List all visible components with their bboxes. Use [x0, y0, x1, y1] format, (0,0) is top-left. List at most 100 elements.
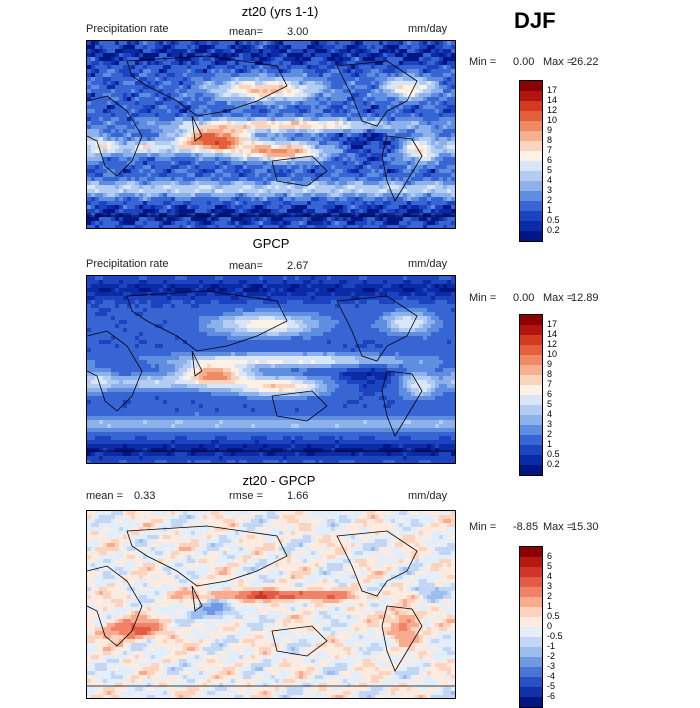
- colorbar-swatch: [520, 385, 542, 395]
- panel-3-min-label: Min =: [469, 521, 497, 533]
- colorbar-tick-label: 9: [547, 359, 553, 369]
- colorbar-swatch: [520, 355, 542, 365]
- colorbar-swatch: [520, 617, 542, 627]
- panel-1-min-value: 0.00: [513, 56, 535, 68]
- colorbar-swatch: [520, 405, 542, 415]
- colorbar-swatch: [520, 415, 542, 425]
- panel-3-units: mm/day: [408, 490, 448, 502]
- colorbar-tick-label: 12: [547, 339, 558, 349]
- colorbar-swatch: [520, 425, 542, 435]
- colorbar-tick-label: 5: [547, 561, 553, 571]
- colorbar-tick-label: 3: [547, 185, 553, 195]
- colorbar-tick-label: 6: [547, 389, 553, 399]
- colorbar-tick-label: -4: [547, 671, 556, 681]
- panel-2-units: mm/day: [408, 258, 448, 270]
- panel-3-colorbar: [519, 546, 543, 708]
- colorbar-swatch: [520, 577, 542, 587]
- colorbar-swatch: [520, 627, 542, 637]
- colorbar-swatch: [520, 657, 542, 667]
- colorbar-tick-label: 9: [547, 125, 553, 135]
- colorbar-tick-label: 12: [547, 105, 558, 115]
- colorbar-tick-label: 8: [547, 369, 553, 379]
- panel-3-mean-label: mean =: [86, 490, 123, 502]
- colorbar-swatch: [520, 81, 542, 91]
- panel-1-mean-label: mean=: [229, 26, 263, 38]
- panel-2-max-label: Max =: [543, 292, 574, 304]
- panel-3-title: zt20 - GPCP: [242, 473, 316, 488]
- colorbar-swatch: [520, 667, 542, 677]
- panel-1-title: zt20 (yrs 1-1): [241, 4, 319, 19]
- panel-2-max-value: 12.89: [571, 292, 599, 304]
- colorbar-swatch: [520, 91, 542, 101]
- panel-3-mean-value: 0.33: [134, 490, 156, 502]
- colorbar-tick-label: 14: [547, 95, 558, 105]
- colorbar-tick-label: 14: [547, 329, 558, 339]
- colorbar-tick-label: 4: [547, 175, 553, 185]
- colorbar-swatch: [520, 365, 542, 375]
- panel-3-rmse-label: rmse =: [229, 490, 263, 502]
- colorbar-swatch: [520, 191, 542, 201]
- colorbar-tick-label: 6: [547, 551, 553, 561]
- panel-1-field-label: Precipitation rate: [86, 23, 169, 35]
- season-label: DJF: [514, 8, 556, 33]
- colorbar-tick-label: 17: [547, 319, 558, 329]
- colorbar-swatch: [520, 607, 542, 617]
- colorbar-swatch: [520, 101, 542, 111]
- colorbar-swatch: [520, 315, 542, 325]
- panel-1-units: mm/day: [408, 23, 448, 35]
- colorbar-tick-label: 5: [547, 165, 553, 175]
- colorbar-tick-label: 4: [547, 409, 553, 419]
- panel-1-min-label: Min =: [469, 56, 497, 68]
- colorbar-swatch: [520, 325, 542, 335]
- colorbar-tick-label: 8: [547, 135, 553, 145]
- panel-3-max-value: 15.30: [571, 521, 599, 533]
- colorbar-tick-label: 0.2: [547, 225, 560, 235]
- colorbar-swatch: [520, 111, 542, 121]
- colorbar-tick-label: 2: [547, 591, 553, 601]
- colorbar-tick-label: 1: [547, 601, 553, 611]
- colorbar-swatch: [520, 677, 542, 687]
- colorbar-tick-label: 1: [547, 205, 553, 215]
- panel-2-field-label: Precipitation rate: [86, 258, 169, 270]
- colorbar-tick-label: 10: [547, 115, 558, 125]
- panel-1-map: [86, 40, 456, 229]
- colorbar-tick-label: -5: [547, 681, 556, 691]
- panel-1-max-value: 26.22: [571, 56, 599, 68]
- colorbar-swatch: [520, 637, 542, 647]
- colorbar-swatch: [520, 121, 542, 131]
- colorbar-tick-label: 3: [547, 419, 553, 429]
- colorbar-swatch: [520, 181, 542, 191]
- colorbar-swatch: [520, 587, 542, 597]
- colorbar-swatch: [520, 375, 542, 385]
- colorbar-swatch: [520, 201, 542, 211]
- panel-2-min-value: 0.00: [513, 292, 535, 304]
- colorbar-swatch: [520, 445, 542, 455]
- colorbar-tick-label: 0.5: [547, 611, 560, 621]
- colorbar-tick-label: 7: [547, 145, 553, 155]
- colorbar-tick-label: 2: [547, 429, 553, 439]
- colorbar-swatch: [520, 687, 542, 697]
- panel-2-min-label: Min =: [469, 292, 497, 304]
- colorbar-swatch: [520, 557, 542, 567]
- colorbar-tick-label: -2: [547, 651, 556, 661]
- panel-2-map: [86, 275, 456, 464]
- colorbar-swatch: [520, 567, 542, 577]
- colorbar-tick-label: 1: [547, 439, 553, 449]
- panel-3-rmse-value: 1.66: [287, 490, 309, 502]
- panel-2-title: GPCP: [252, 236, 290, 251]
- colorbar-tick-label: 6: [547, 155, 553, 165]
- colorbar-swatch: [520, 455, 542, 465]
- colorbar-swatch: [520, 547, 542, 557]
- panel-2-mean-value: 2.67: [287, 260, 309, 272]
- colorbar-swatch: [520, 131, 542, 141]
- colorbar-swatch: [520, 221, 542, 231]
- colorbar-swatch: [520, 231, 542, 241]
- panel-1-mean-value: 3.00: [287, 26, 309, 38]
- colorbar-tick-label: -6: [547, 691, 556, 701]
- colorbar-tick-label: 0.2: [547, 459, 560, 469]
- colorbar-swatch: [520, 597, 542, 607]
- colorbar-tick-label: 5: [547, 399, 553, 409]
- colorbar-tick-label: -1: [547, 641, 556, 651]
- colorbar-tick-label: 17: [547, 85, 558, 95]
- colorbar-tick-label: 0.5: [547, 215, 560, 225]
